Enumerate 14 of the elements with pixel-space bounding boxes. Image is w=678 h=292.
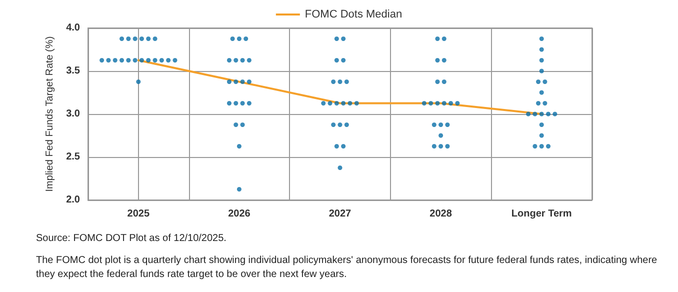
text: The FOMC dot plot is a quarterly chart showing individual policymakers' anonymous forecasts for future federal funds rates, indicating where they expect the federal funds rate target to be over the next few years.: [36, 254, 658, 282]
y-tick-label: 2.5: [66, 152, 80, 162]
y-tick-label: 3.5: [66, 66, 80, 76]
x-tick-label: 2027: [328, 208, 352, 220]
source-note: Source: FOMC DOT Plot as of 12/10/2025.: [36, 232, 228, 246]
y-tick-label: 4.0: [66, 22, 80, 34]
y-tick-label: 3.0: [66, 108, 80, 120]
y-tick-label: 2.0: [66, 194, 80, 206]
x-tick-label: 2026: [228, 208, 251, 220]
legend-label: FOMC Dots Median: [304, 8, 402, 20]
x-tick-label: Longer Term: [511, 208, 572, 220]
x-tick-label: 2025: [127, 208, 150, 220]
y-axis-title: Implied Fed Funds Target Rate (%): [44, 36, 56, 192]
x-tick-label: 2028: [430, 208, 452, 220]
